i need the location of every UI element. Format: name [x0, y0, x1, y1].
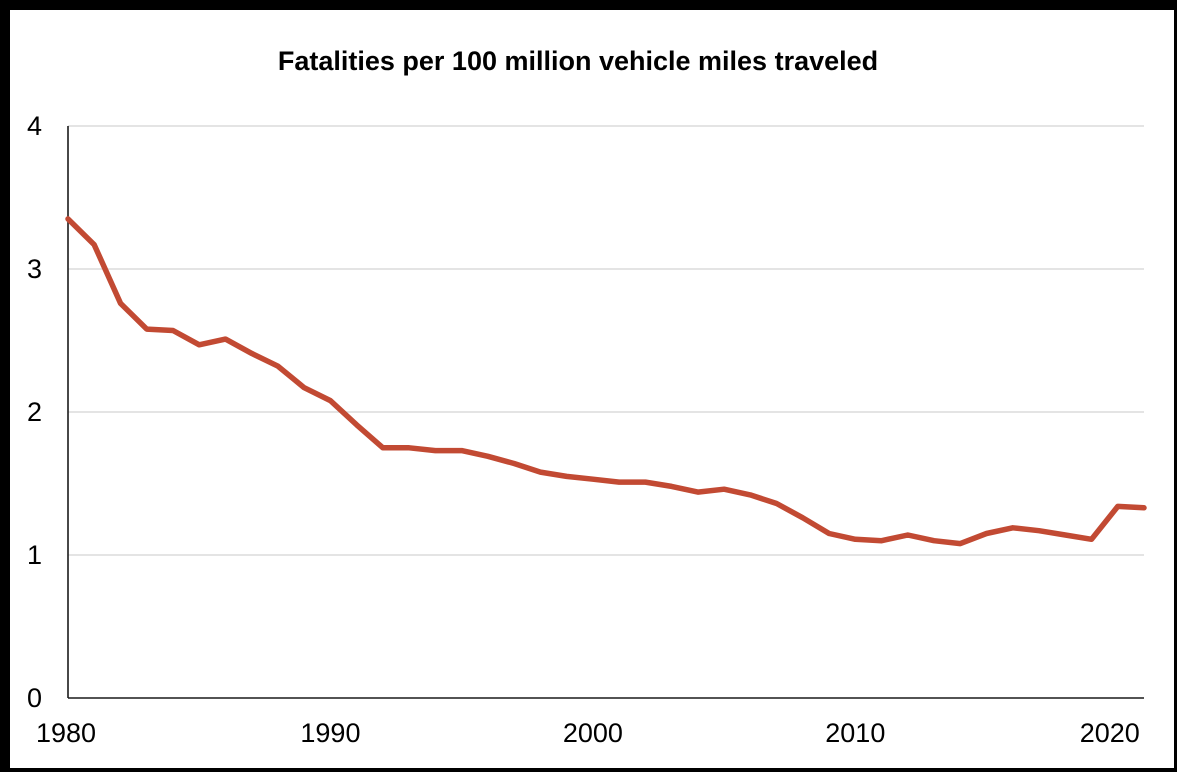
y-tick-label: 3 [27, 254, 42, 284]
y-tick-label: 1 [27, 540, 42, 570]
x-tick-label: 1980 [36, 718, 96, 748]
x-tick-label: 1990 [300, 718, 360, 748]
gridlines [68, 125, 1144, 556]
y-tick-label: 0 [27, 683, 42, 713]
series-line-0 [65, 216, 1147, 547]
x-tick-label: 2020 [1080, 718, 1140, 748]
y-tick-label: 4 [27, 111, 42, 141]
x-axis-ticks: 1980 1990 2000 2010 2020 [36, 718, 1140, 748]
line-chart: Fatalities per 100 million vehicle miles… [27, 46, 1147, 748]
series-group [65, 216, 1147, 547]
chart-title: Fatalities per 100 million vehicle miles… [278, 46, 878, 76]
y-tick-label: 2 [27, 397, 42, 427]
chart-panel: Fatalities per 100 million vehicle miles… [10, 10, 1174, 768]
y-axis-ticks: 0 1 2 3 4 [27, 111, 42, 713]
x-tick-label: 2000 [563, 718, 623, 748]
x-tick-label: 2010 [825, 718, 885, 748]
